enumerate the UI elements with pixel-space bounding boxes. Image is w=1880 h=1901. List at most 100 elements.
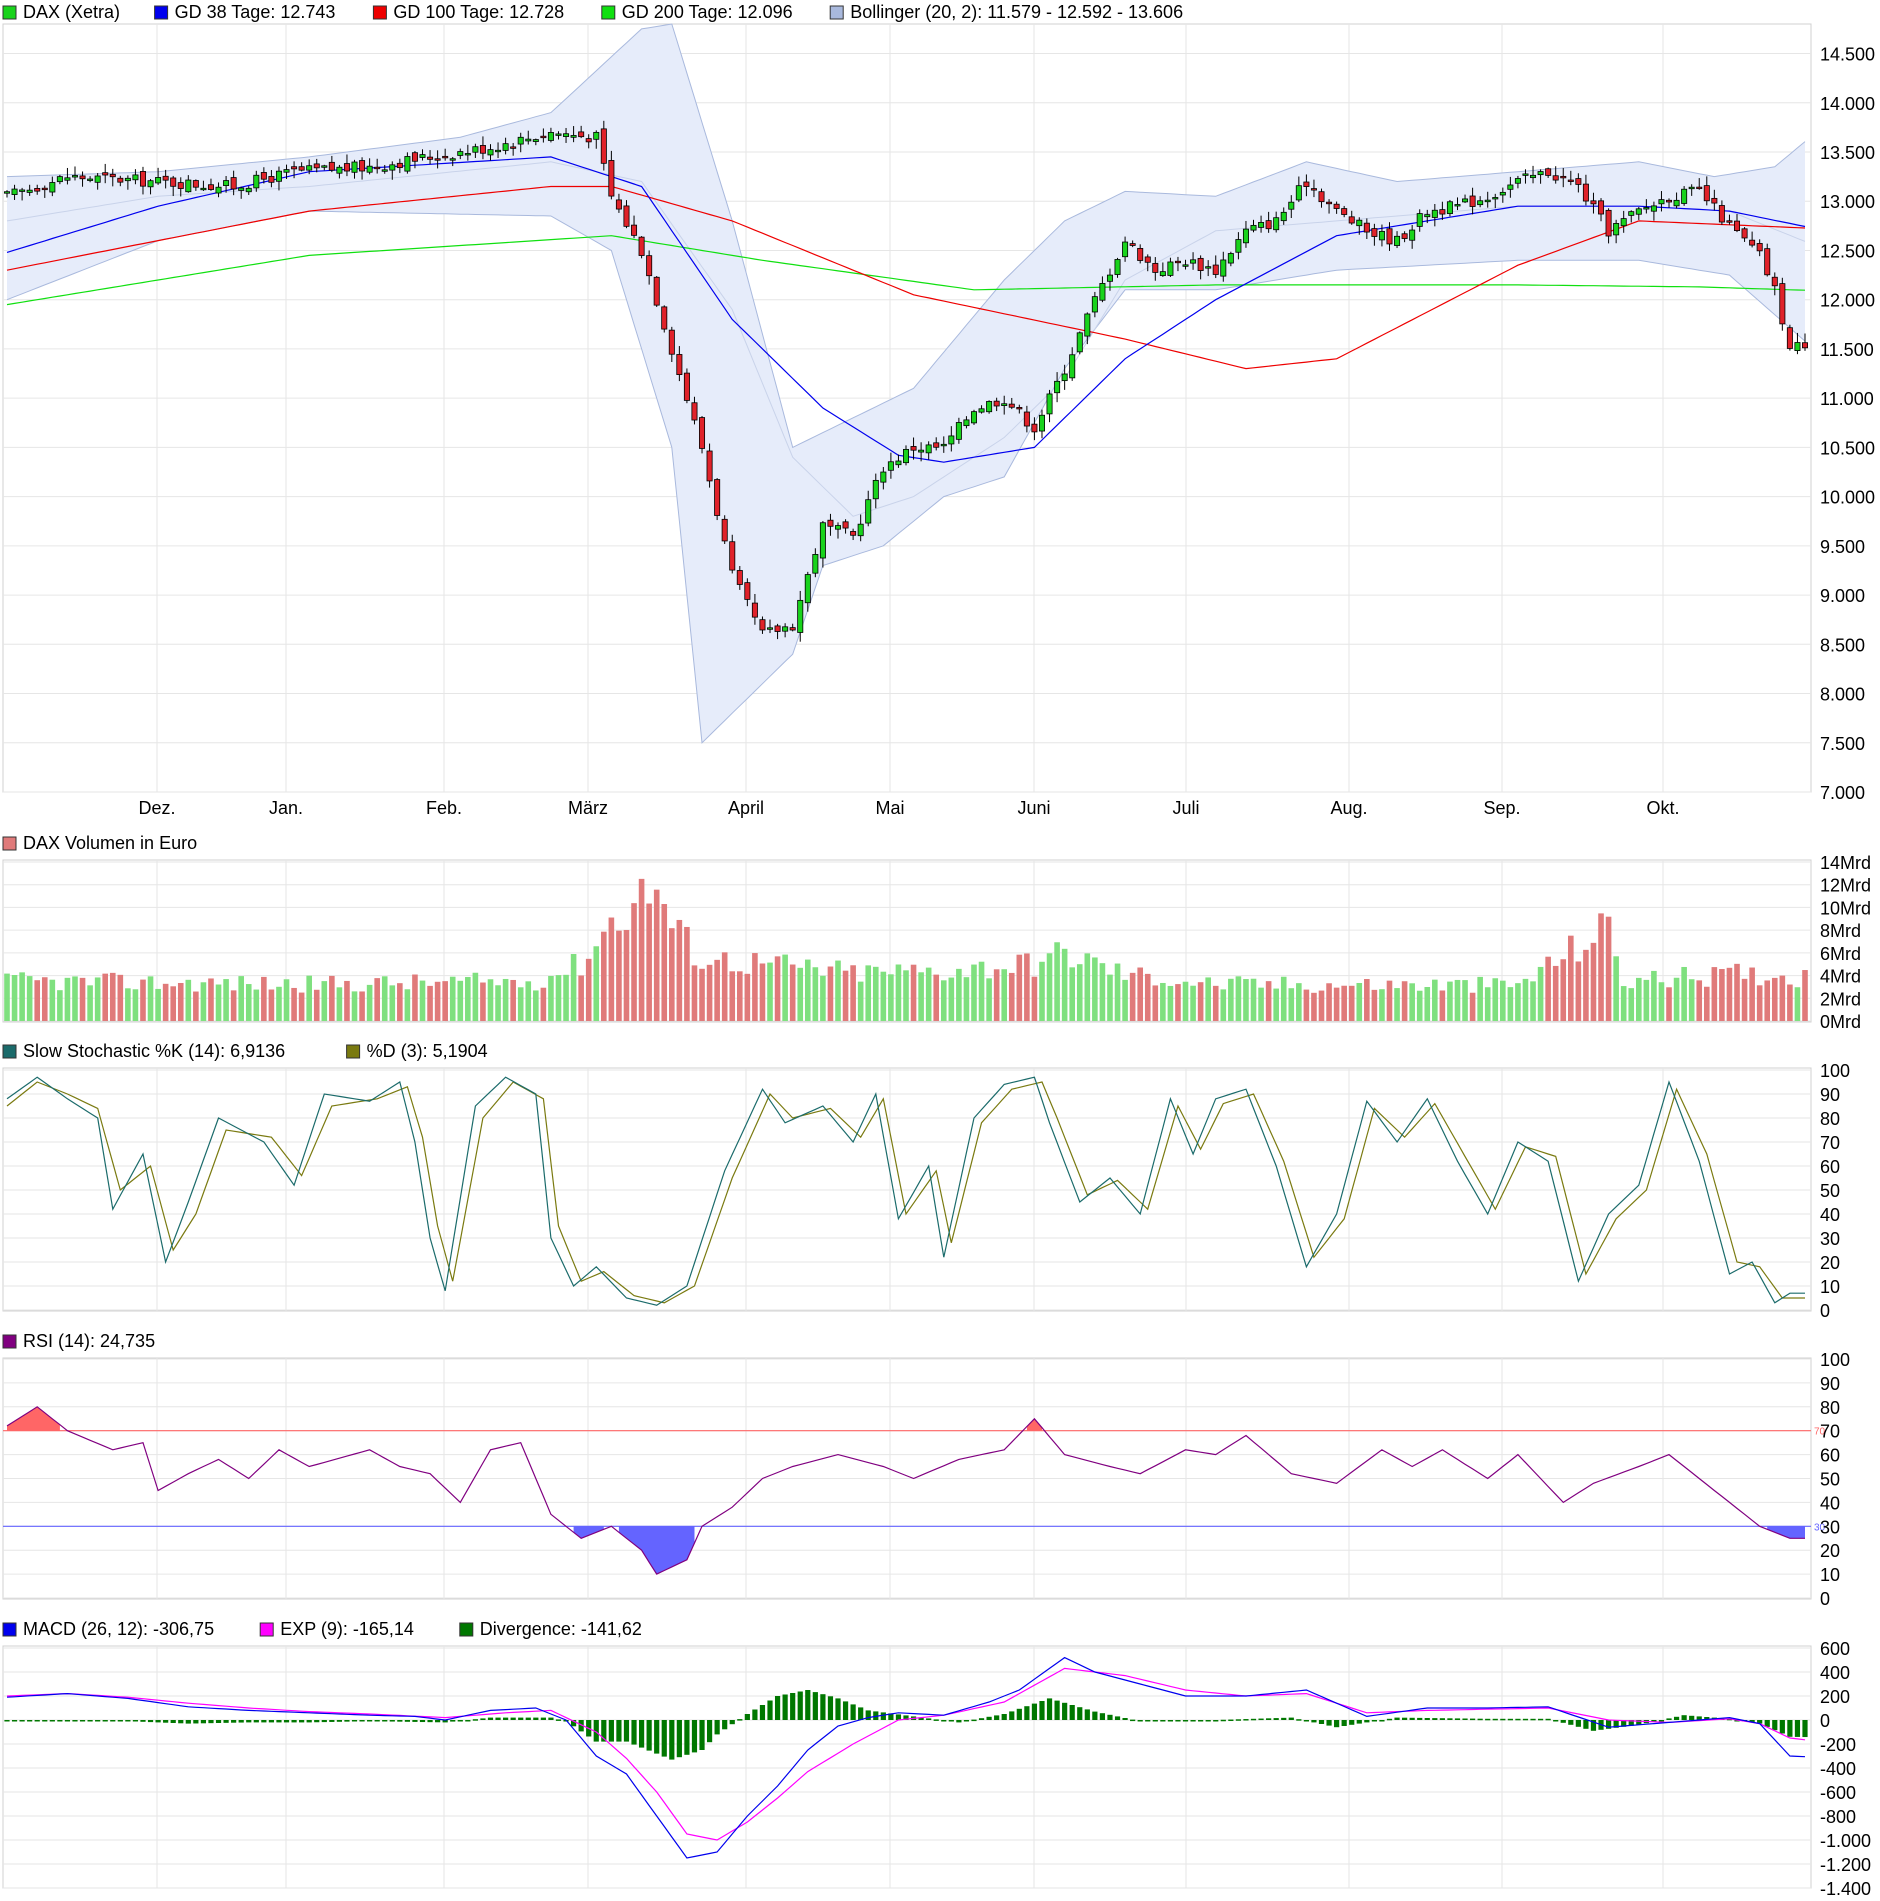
price-legend-label-0: DAX (Xetra) [23,2,120,22]
volume-bar [676,919,683,1021]
stoch-tick-7: 30 [1820,1229,1840,1249]
divergence-bar [42,1720,48,1722]
divergence-bar [616,1720,622,1742]
divergence-bar [1084,1709,1090,1720]
candle-body [457,151,464,156]
volume-legend-swatch-0 [2,836,17,851]
candle-body [404,156,411,172]
candle-body [374,166,381,170]
divergence-bar [374,1720,380,1722]
volume-bar [827,966,834,1021]
volume-bar [1552,965,1559,1021]
candle-body [1378,230,1385,241]
candle-body [1530,174,1537,179]
volume-bar [495,985,501,1021]
divergence-bar [1522,1718,1529,1721]
price-tick-1: 14.000 [1820,94,1875,114]
divergence-bar [706,1720,713,1743]
volume-bar [593,946,600,1021]
month-label-10: Okt. [1646,798,1679,818]
volume-bar [1575,961,1582,1021]
volume-bar [1590,942,1597,1021]
candle-body [1197,257,1204,271]
candle-body [495,149,502,153]
volume-bar [1061,948,1068,1021]
volume-bar [34,980,41,1021]
stoch-legend-label-0: Slow Stochastic %K (14): 6,9136 [23,1041,285,1061]
candle-body [1424,214,1431,218]
candle-body [978,408,985,413]
candle-body [170,177,177,187]
volume-bar [1114,963,1121,1021]
candle-body [366,165,373,173]
volume-bar [1583,949,1589,1021]
volume-bar [344,980,350,1021]
volume-legend-label-0: DAX Volumen in Euro [23,833,197,853]
macd-tick-7: -800 [1820,1807,1856,1827]
candle-body [1326,201,1333,205]
divergence-bar [19,1720,25,1722]
volume-bar [1129,972,1136,1021]
divergence-bar [185,1720,191,1724]
divergence-bar [87,1720,93,1722]
divergence-bar [1417,1717,1423,1720]
volume-bar [1333,987,1340,1021]
divergence-bar [344,1720,350,1722]
candle-body [1341,208,1348,215]
price-legend-label-1: GD 38 Tage: 12.743 [175,2,336,22]
volume-bar [804,959,811,1021]
divergence-bar [767,1700,773,1720]
volume-bar [1469,992,1476,1021]
candle-body [1416,213,1423,227]
candle-body [381,169,388,172]
volume-bar [1787,984,1793,1021]
price-legend-label-3: GD 200 Tage: 12.096 [622,2,793,22]
candle-body [1061,373,1068,382]
divergence-bar [480,1718,486,1720]
candle-body [578,131,585,138]
volume-bar [298,992,305,1021]
divergence-bar [593,1720,599,1742]
rsi-tick-1: 90 [1820,1374,1840,1394]
volume-bar [276,986,282,1021]
candle-body [1734,220,1741,231]
volume-bar [1741,978,1748,1021]
volume-bar [419,980,426,1021]
divergence-bar [1062,1702,1068,1720]
volume-bar [208,978,214,1021]
divergence-bar [510,1717,516,1720]
volume-bar [487,979,494,1021]
volume-bar [1379,989,1385,1021]
candle-body [646,255,653,277]
divergence-bar [759,1705,766,1720]
volume-bar [1273,988,1279,1021]
divergence-bar [1356,1720,1362,1724]
divergence-bar [367,1720,373,1722]
volume-bar [986,978,992,1021]
divergence-bar [132,1720,139,1722]
bollinger-band [7,24,1805,743]
candle-body [245,187,252,193]
volume-bar [1356,982,1363,1021]
macd-panel [4,1656,1808,1859]
candle-body [56,176,63,183]
candle-body [1628,211,1635,216]
volume-bar [1394,988,1400,1021]
divergence-bar [193,1720,199,1724]
candle-body [1499,191,1506,196]
volume-bar [117,974,124,1021]
volume-bar [102,973,109,1021]
candle-body [880,471,887,483]
price-panel [4,23,1809,744]
divergence-bar [238,1720,244,1723]
divergence-bar [1160,1720,1166,1722]
candle-body [706,450,713,482]
divergence-bar [215,1720,222,1723]
volume-bar [993,969,1000,1021]
volume-frame [2,859,1812,1023]
candle-body [1106,274,1113,282]
candle-body [1265,220,1272,230]
month-label-0: Dez. [138,798,175,818]
candle-body [1008,403,1015,408]
volume-bar [1462,980,1468,1021]
